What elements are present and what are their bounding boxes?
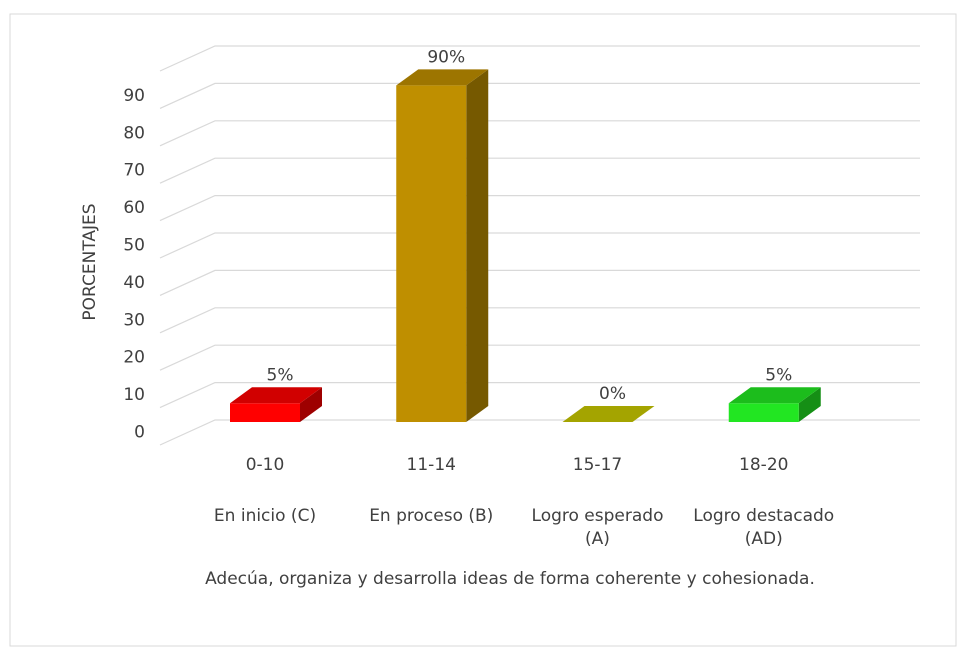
x-axis-title: Adecúa, organiza y desarrolla ideas de f… [205, 569, 815, 589]
x-tick-label: 11-14 [407, 455, 456, 475]
y-tick-label: 10 [123, 385, 145, 405]
bar-side [300, 387, 322, 422]
y-tick-label: 50 [123, 236, 145, 256]
y-tick-label: 60 [123, 198, 145, 218]
bar-top [230, 387, 322, 404]
bar-side [798, 387, 821, 422]
bar [230, 387, 322, 422]
grid-line [159, 82, 920, 109]
y-tick-label: 90 [123, 86, 145, 106]
y-tick-label: 80 [123, 123, 145, 143]
value-label: 90% [427, 47, 465, 67]
value-label: 5% [267, 365, 294, 385]
x-tick-label: 18-20 [739, 455, 788, 475]
grid-line [159, 344, 920, 371]
x-category-label: Logro esperado (A) [531, 506, 664, 549]
grid-line [159, 419, 920, 446]
grid-line [159, 307, 920, 334]
x-tick-label: 0-10 [246, 455, 285, 475]
bar [728, 387, 821, 422]
grid-line [159, 120, 920, 147]
x-category-label: En proceso (B) [369, 506, 494, 526]
y-tick-label: 70 [123, 161, 145, 181]
x-tick-label: 15-17 [573, 455, 622, 475]
bar-top [396, 69, 489, 86]
y-tick-label: 40 [123, 273, 145, 293]
grid-line [159, 157, 920, 184]
bar-front [230, 403, 300, 422]
grid-line [159, 382, 920, 409]
grid-line [159, 195, 920, 222]
bar-front [396, 85, 467, 423]
y-tick-label: 0 [134, 423, 145, 443]
value-label: 0% [599, 384, 626, 404]
y-tick-label: 20 [123, 348, 145, 368]
bar [396, 69, 489, 423]
x-category-label: Logro destacado (AD) [693, 506, 835, 549]
value-label: 5% [765, 365, 792, 385]
grid-line [159, 269, 920, 296]
wall-top [159, 45, 920, 72]
bar [562, 406, 655, 422]
y-tick-label: 30 [123, 310, 145, 330]
y-axis-title: PORCENTAJES [80, 203, 100, 320]
grid-line [159, 232, 920, 259]
bar-top [728, 387, 821, 404]
bar-side [466, 69, 489, 423]
bar-front [728, 403, 799, 422]
bar-top [562, 406, 655, 422]
x-category-label: En inicio (C) [213, 506, 317, 526]
